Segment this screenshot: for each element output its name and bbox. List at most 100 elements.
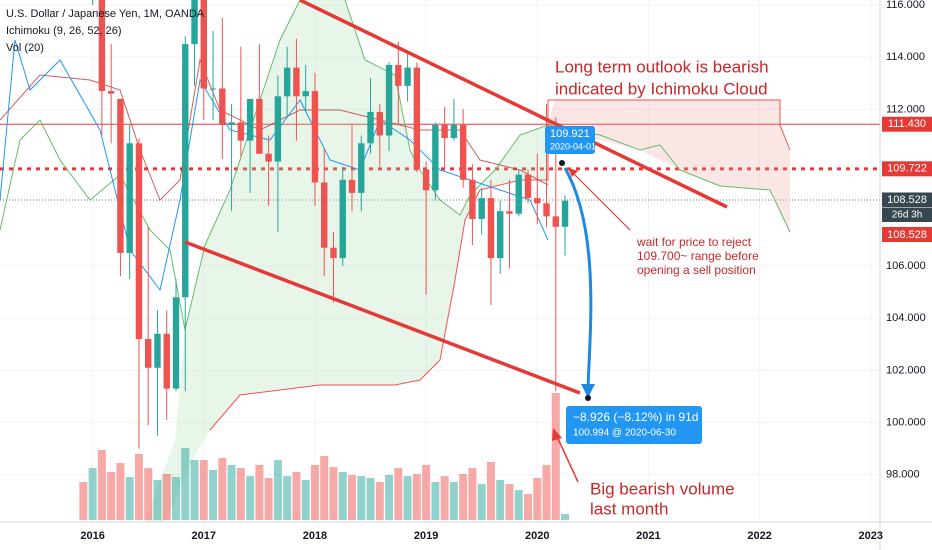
- candles-layer: [92, 0, 569, 449]
- candle-body: [182, 44, 189, 298]
- callout-text: 2020-04-01: [550, 141, 596, 151]
- candle-body: [441, 125, 448, 139]
- volume-bar: [88, 468, 97, 520]
- volume-bar: [79, 482, 88, 520]
- price-label-box: [882, 161, 932, 177]
- ichimoku-cloud-bear: [548, 100, 790, 232]
- volume-bar: [533, 478, 542, 520]
- y-tick-label: 106.000: [886, 260, 926, 272]
- volume-bar: [264, 478, 273, 520]
- price-label-box: [882, 116, 932, 132]
- candle-body: [117, 98, 124, 253]
- volume-bar: [153, 480, 162, 520]
- candle-body: [358, 143, 365, 193]
- y-tick-label: 112.000: [886, 103, 925, 115]
- volume-bar: [190, 460, 199, 520]
- candle-body: [311, 91, 319, 183]
- volume-bar: [273, 460, 282, 520]
- volume-bar: [412, 474, 421, 520]
- volume-bar: [505, 484, 514, 520]
- candle-body: [459, 125, 467, 180]
- candle-body: [469, 179, 476, 219]
- volume-bar: [366, 478, 375, 520]
- x-tick-label: 2019: [414, 530, 438, 542]
- volume-bar: [375, 482, 384, 520]
- volume-bar: [162, 474, 171, 520]
- volume-bar: [403, 476, 412, 520]
- candle-body: [376, 111, 383, 136]
- volume-bar: [181, 448, 190, 520]
- axes: 98.000 100.000 102.000 104.000 106.000 112.00…: [80, 0, 932, 542]
- volume-bar: [431, 482, 440, 520]
- x-tick-label: 2023: [858, 530, 882, 542]
- price-label-box: [882, 192, 932, 208]
- volume-bar: [459, 474, 468, 520]
- candle-body: [339, 179, 346, 259]
- candle-body: [107, 91, 115, 94]
- indicator-label: Vol (20): [6, 42, 44, 54]
- candle-body: [561, 200, 569, 227]
- volume-bar: [385, 475, 394, 520]
- volume-bar: [218, 458, 227, 520]
- volume-bar: [542, 465, 551, 520]
- trend-line-upper: [299, 0, 728, 209]
- grid: [0, 0, 880, 522]
- annotation: Big bearish volume: [590, 479, 735, 498]
- candle-body: [395, 64, 402, 86]
- candle-body: [256, 98, 263, 154]
- volume-bar: [338, 472, 347, 520]
- candle-body: [552, 216, 559, 227]
- volume-bar: [320, 456, 329, 520]
- ichimoku-cloud-bull: [145, 0, 548, 522]
- annotation: wait for price to reject: [636, 235, 752, 249]
- volume-bar: [107, 472, 116, 520]
- volume-bar: [496, 480, 505, 520]
- y-tick-label: 116.000: [886, 0, 925, 11]
- lagging-label-box: [882, 227, 932, 242]
- x-tick-label: 2017: [192, 530, 216, 542]
- volume-bar: [329, 467, 338, 520]
- volume-bar: [310, 465, 319, 520]
- volume-bar: [348, 475, 356, 520]
- candle-body: [293, 67, 300, 97]
- projection-arrow: [563, 167, 593, 389]
- candle-body: [404, 67, 411, 86]
- candle-body: [432, 125, 439, 191]
- lagging-label: 108.528: [887, 229, 927, 241]
- candle-body: [302, 91, 309, 97]
- target-callout: [566, 406, 702, 444]
- callout-text: 109.921: [550, 128, 590, 140]
- volume-bar: [97, 450, 106, 520]
- annotation: 109.700~ range before: [637, 249, 759, 263]
- candle-body: [422, 169, 430, 191]
- candle-body: [246, 98, 254, 141]
- candle-body: [367, 111, 374, 144]
- volume-bar: [440, 476, 449, 520]
- candle-body: [497, 211, 504, 259]
- volume-bar: [524, 494, 532, 520]
- volume-bar: [486, 462, 495, 520]
- volume-layer: [79, 393, 570, 520]
- candle-body: [98, 0, 106, 92]
- candle-body: [487, 198, 495, 259]
- volume-bar: [301, 480, 310, 520]
- candle-body: [191, 0, 198, 45]
- volume-bar: [449, 482, 458, 520]
- candle-body: [219, 88, 226, 126]
- volume-bar: [255, 465, 264, 520]
- annotation: indicated by Ichimoku Cloud: [555, 79, 768, 98]
- volume-bar: [144, 468, 153, 520]
- volume-bar: [116, 463, 125, 520]
- candle-body: [413, 67, 421, 170]
- x-tick-label: 2018: [303, 530, 327, 542]
- candle-body: [135, 143, 143, 340]
- annotation: Long term outlook is bearish: [555, 57, 769, 76]
- countdown-box: [882, 208, 932, 222]
- candle-body: [126, 143, 133, 253]
- start-callout: [545, 126, 595, 154]
- candle-body: [543, 203, 550, 217]
- annotation: last month: [590, 499, 668, 518]
- candle-body: [265, 153, 272, 162]
